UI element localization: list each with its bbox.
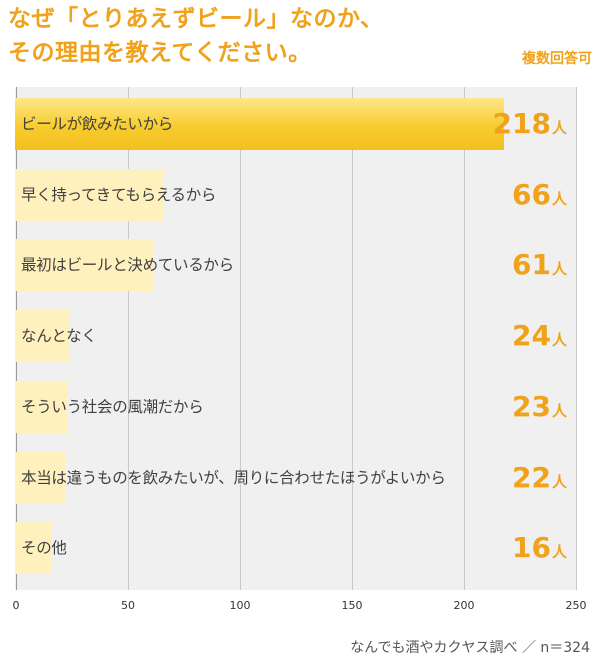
data-label-unit: 人: [551, 543, 567, 562]
chart-title: なぜ「とりあえずビール」なのか、 その理由を教えてください。: [8, 2, 384, 70]
data-label: 24人: [512, 310, 567, 362]
bar: [15, 239, 153, 292]
bar: [15, 522, 52, 575]
data-label-unit: 人: [551, 119, 567, 137]
category-label: 最初はビールと決めているから: [21, 256, 234, 275]
data-label-value: 66: [512, 177, 551, 211]
bar: [15, 98, 505, 150]
data-label-unit: 人: [551, 189, 567, 208]
x-tick-label: 250: [565, 599, 587, 612]
gridline: [128, 87, 129, 590]
x-tick-label: 0: [12, 599, 20, 612]
category-label: ビールが飲みたいから: [21, 115, 174, 133]
source-note: なんでも酒やカクヤス調べ ／ n＝324: [350, 640, 590, 656]
gridline: [464, 87, 465, 590]
bar: [15, 168, 164, 221]
x-tick-label: 150: [341, 599, 363, 612]
gridline: [576, 87, 577, 590]
data-label-value: 24: [512, 319, 551, 353]
data-label-unit: 人: [551, 331, 567, 350]
data-label: 22人: [512, 452, 567, 504]
chart-title-line-1: なぜ「とりあえずビール」なのか、: [8, 6, 384, 32]
data-label: 61人: [512, 239, 567, 291]
data-label-value: 61: [512, 248, 551, 282]
plot-area: ビールが飲みたいから 218人 早く持ってきてもらえるから 66人 最初はビールと決めて…: [15, 87, 577, 590]
data-label-unit: 人: [551, 401, 567, 420]
data-label-unit: 人: [551, 260, 567, 279]
category-label: 本当は違うものを飲みたいが、周りに合わせたほうがよいから: [21, 468, 446, 487]
bar: [15, 310, 70, 363]
data-label-value: 16: [512, 531, 551, 565]
multiple-answers-note: 複数回答可: [522, 51, 592, 67]
category-label: 早く持ってきてもらえるから: [21, 185, 217, 204]
data-label-value: 22: [512, 460, 551, 494]
category-label: なんとなく: [21, 327, 97, 346]
data-label: 66人: [512, 169, 567, 221]
data-label-value: 23: [512, 389, 551, 423]
x-tick-label: 200: [453, 599, 475, 612]
data-label: 218人: [493, 98, 567, 150]
gridline: [352, 87, 353, 590]
category-label: そういう社会の風潮だから: [21, 397, 204, 416]
x-tick-label: 50: [121, 599, 135, 612]
bar: [15, 380, 68, 433]
bar: [15, 451, 66, 504]
data-label-unit: 人: [551, 472, 567, 491]
chart-title-line-2: その理由を教えてください。: [8, 40, 312, 66]
gridline: [240, 87, 241, 590]
x-tick-label: 100: [229, 599, 251, 612]
data-label-value: 218: [492, 107, 551, 140]
data-label: 23人: [512, 381, 567, 433]
data-label: 16人: [512, 522, 567, 574]
category-label: その他: [21, 539, 67, 558]
